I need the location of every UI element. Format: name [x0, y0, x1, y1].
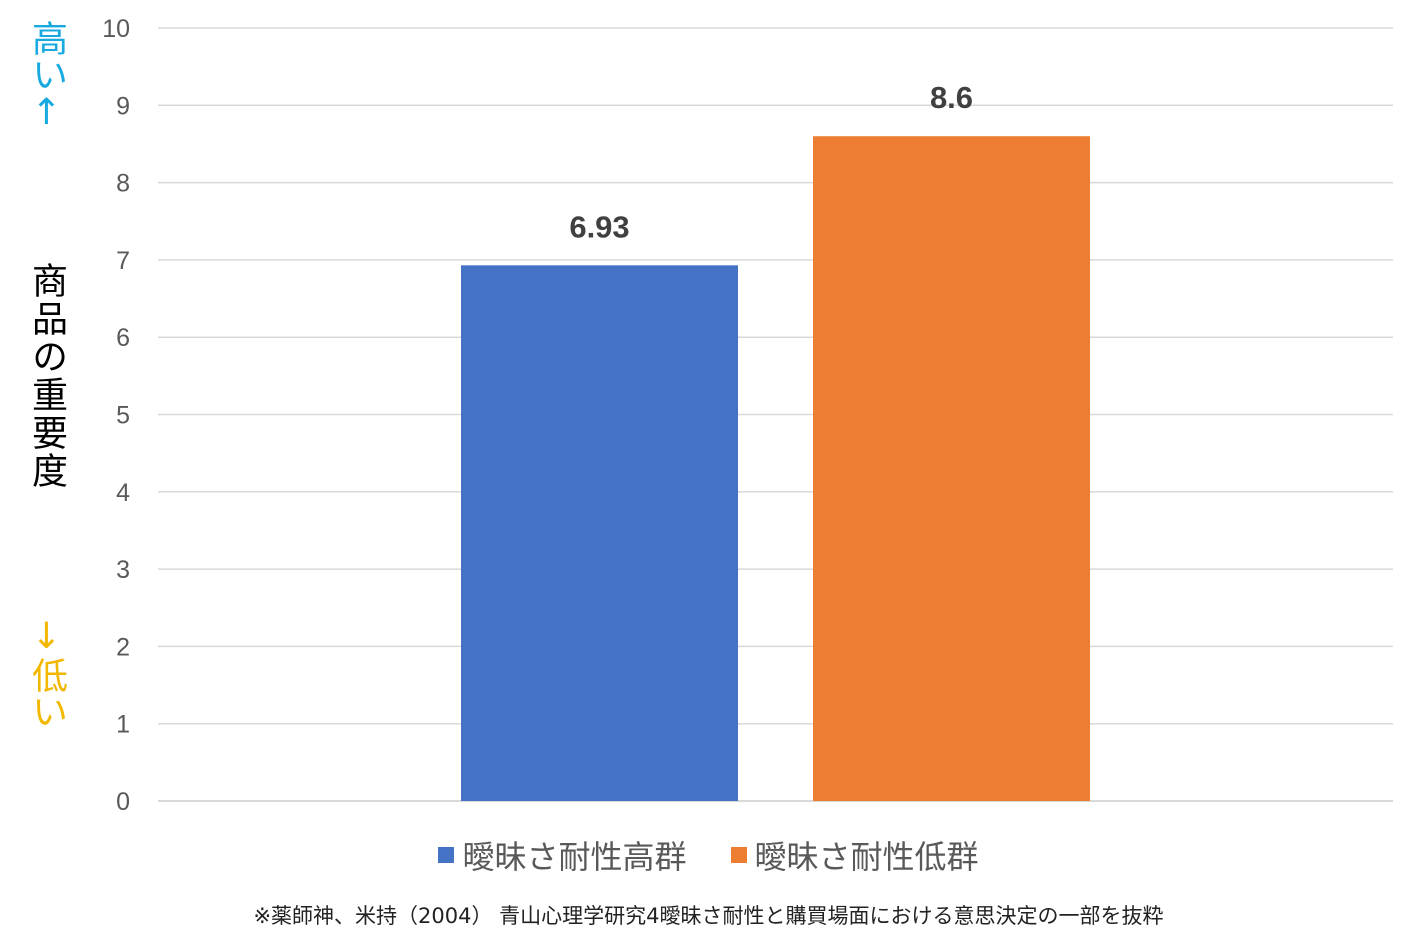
legend-item-low: 曖昧さ耐性低群 [730, 832, 979, 878]
data-label-high: 6.93 [569, 209, 629, 244]
y-tick-label: 2 [116, 633, 130, 661]
data-labels: 6.93 8.6 [569, 80, 973, 244]
legend-swatch-low [730, 847, 747, 863]
y-tick-label: 1 [116, 711, 130, 739]
data-label-low: 8.6 [930, 80, 973, 115]
y-axis-high-label: 高い↑ [26, 20, 67, 133]
y-axis-title: 商品の重要度 [26, 262, 67, 490]
y-tick-label: 8 [116, 170, 130, 198]
y-tick-label: 6 [116, 324, 130, 352]
y-tick-label: 5 [116, 402, 130, 430]
y-tick-label: 10 [102, 15, 130, 43]
y-tick-label: 4 [116, 479, 130, 507]
y-tick-label: 9 [116, 92, 130, 120]
bars [461, 136, 1090, 802]
source-note: ※薬師神、米持（2004） 青山心理学研究4曖昧さ耐性と購買場面における意思決定… [253, 904, 1164, 928]
y-tick-label: 7 [116, 247, 130, 275]
legend: 曖昧さ耐性高群 曖昧さ耐性低群 [0, 832, 1417, 878]
bar-chart: 0 1 2 3 4 5 6 7 8 9 10 6.93 8.6 [102, 15, 1393, 816]
y-tick-label: 0 [116, 788, 130, 816]
legend-label-high: 曖昧さ耐性高群 [462, 838, 687, 876]
legend-swatch-high [438, 847, 455, 863]
gridlines [158, 27, 1393, 802]
bar-low [813, 136, 1090, 802]
y-axis-ticks: 0 1 2 3 4 5 6 7 8 9 10 [102, 15, 130, 816]
y-axis-low-label: ↓低い [26, 616, 67, 729]
y-tick-label: 3 [116, 556, 130, 584]
legend-item-high: 曖昧さ耐性高群 [438, 832, 687, 878]
legend-label-low: 曖昧さ耐性低群 [754, 838, 979, 876]
bar-high [461, 265, 738, 801]
